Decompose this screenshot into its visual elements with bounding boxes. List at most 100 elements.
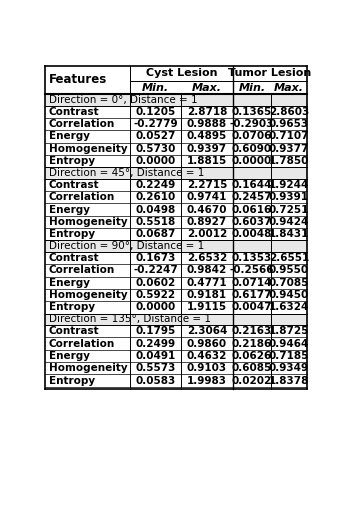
Text: 2.8603: 2.8603 [269,107,309,117]
Text: 0.0000: 0.0000 [135,156,176,166]
Text: 0.1205: 0.1205 [135,107,176,117]
Text: Features: Features [49,73,108,86]
Text: 0.0000: 0.0000 [135,302,176,313]
Text: Contrast: Contrast [49,253,99,263]
Text: 0.1365: 0.1365 [232,107,272,117]
Text: 1.9983: 1.9983 [187,376,227,386]
Text: Min.: Min. [142,82,169,93]
Bar [46,338,307,350]
Text: Energy: Energy [49,205,90,215]
Text: 0.0687: 0.0687 [135,229,176,239]
Text: 0.8927: 0.8927 [187,217,227,227]
Text: 0.1353: 0.1353 [232,253,272,263]
Bar [46,301,307,314]
Text: 0.0498: 0.0498 [135,205,176,215]
Text: 1.8378: 1.8378 [269,376,309,386]
Text: 0.9653: 0.9653 [269,119,309,129]
Text: Homogeneity: Homogeneity [49,217,127,227]
Text: Energy: Energy [49,278,90,288]
Text: Contrast: Contrast [49,107,99,117]
Text: 0.9397: 0.9397 [187,144,227,154]
Bar [46,130,307,143]
Text: 0.7185: 0.7185 [269,351,309,361]
Text: 0.0583: 0.0583 [135,376,176,386]
Text: 0.0714: 0.0714 [232,278,272,288]
Bar [46,179,307,191]
Text: 0.2186: 0.2186 [232,339,272,349]
Bar [46,94,307,106]
Text: 0.4771: 0.4771 [187,278,227,288]
Text: -0.2566: -0.2566 [230,265,274,276]
Text: Direction = 45°, Distance = 1: Direction = 45°, Distance = 1 [49,168,204,178]
Text: Contrast: Contrast [49,180,99,190]
Text: 0.2163: 0.2163 [232,326,272,336]
Text: Correlation: Correlation [49,192,115,202]
Text: 0.9103: 0.9103 [187,363,227,373]
Bar [46,118,307,130]
Bar [46,106,307,118]
Bar [46,325,307,338]
Text: 0.4632: 0.4632 [187,351,227,361]
Text: 0.9888: 0.9888 [187,119,227,129]
Text: Homogeneity: Homogeneity [49,363,127,373]
Text: 0.7107: 0.7107 [268,131,309,141]
Text: Min.: Min. [238,82,266,93]
Text: 0.9391: 0.9391 [269,192,309,202]
Text: 0.9741: 0.9741 [187,192,227,202]
Text: 0.6177: 0.6177 [232,290,272,300]
Text: 2.6551: 2.6551 [269,253,309,263]
Text: 1.8815: 1.8815 [187,156,227,166]
Bar [46,240,307,252]
Text: 0.5922: 0.5922 [136,290,176,300]
Text: Entropy: Entropy [49,229,95,239]
Text: 2.6532: 2.6532 [187,253,227,263]
Text: 0.0602: 0.0602 [135,278,176,288]
Bar [46,66,307,389]
Text: Tumor Lesion: Tumor Lesion [228,68,312,78]
Bar [46,143,307,155]
Bar [46,167,307,179]
Bar [46,191,307,203]
Text: 0.5573: 0.5573 [135,363,176,373]
Bar [46,203,307,216]
Text: 0.2457: 0.2457 [232,192,272,202]
Text: 0.6037: 0.6037 [232,217,272,227]
Text: 0.7251: 0.7251 [269,205,309,215]
Text: 0.2499: 0.2499 [136,339,176,349]
Text: 0.0706: 0.0706 [232,131,272,141]
Text: Contrast: Contrast [49,326,99,336]
Text: Direction = 0°, Distance = 1: Direction = 0°, Distance = 1 [49,95,197,105]
Text: Entropy: Entropy [49,156,95,166]
Text: 0.6085: 0.6085 [232,363,272,373]
Text: 1.9115: 1.9115 [187,302,227,313]
Text: 0.4670: 0.4670 [187,205,227,215]
Text: 0.0047: 0.0047 [232,302,272,313]
Text: 0.0491: 0.0491 [135,351,176,361]
Text: 0.5730: 0.5730 [135,144,176,154]
Bar [46,252,307,264]
Bar [46,228,307,240]
Text: Homogeneity: Homogeneity [49,290,127,300]
Text: 0.9860: 0.9860 [187,339,227,349]
Text: 2.8718: 2.8718 [187,107,227,117]
Text: 0.9464: 0.9464 [269,339,309,349]
Text: -0.2903: -0.2903 [230,119,274,129]
Text: Energy: Energy [49,351,90,361]
Text: 0.0000: 0.0000 [232,156,272,166]
Text: 0.9842: 0.9842 [187,265,227,276]
Bar [46,216,307,228]
Bar [46,314,307,325]
Text: Direction = 90°, Distance = 1: Direction = 90°, Distance = 1 [49,241,204,251]
Text: 0.9450: 0.9450 [269,290,309,300]
Bar [46,375,307,387]
Text: -0.2779: -0.2779 [133,119,178,129]
Text: Correlation: Correlation [49,265,115,276]
Text: Entropy: Entropy [49,376,95,386]
Text: Max.: Max. [274,82,304,93]
Bar [46,81,307,94]
Text: 0.9424: 0.9424 [269,217,309,227]
Text: 0.7085: 0.7085 [269,278,309,288]
Text: 0.1644: 0.1644 [232,180,272,190]
Text: 0.9181: 0.9181 [187,290,227,300]
Bar [46,155,307,167]
